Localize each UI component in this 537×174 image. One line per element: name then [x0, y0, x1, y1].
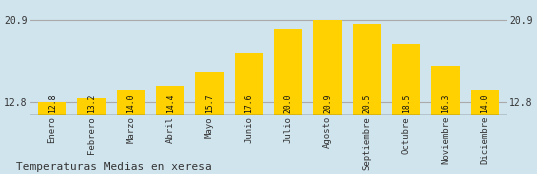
Bar [235, 102, 263, 115]
Bar [235, 53, 263, 115]
Bar [353, 102, 381, 115]
Bar [156, 102, 184, 115]
Bar [195, 73, 223, 115]
Bar [38, 102, 66, 115]
Text: 13.2: 13.2 [87, 94, 96, 113]
Bar [431, 102, 460, 115]
Bar [77, 102, 106, 115]
Text: 20.9: 20.9 [323, 94, 332, 113]
Text: 15.7: 15.7 [205, 94, 214, 113]
Bar [314, 20, 342, 115]
Bar [274, 102, 302, 115]
Bar [117, 102, 145, 115]
Bar [392, 102, 420, 115]
Text: Temperaturas Medias en xeresa: Temperaturas Medias en xeresa [16, 162, 212, 172]
Bar [195, 102, 223, 115]
Text: 16.3: 16.3 [441, 94, 450, 113]
Bar [314, 102, 342, 115]
Text: 17.6: 17.6 [244, 94, 253, 113]
Text: 14.4: 14.4 [165, 94, 175, 113]
Bar [38, 102, 66, 115]
Bar [77, 98, 106, 115]
Text: 18.5: 18.5 [402, 94, 411, 113]
Text: 12.8: 12.8 [48, 94, 56, 113]
Text: 20.0: 20.0 [284, 94, 293, 113]
Bar [471, 90, 499, 115]
Bar [392, 44, 420, 115]
Bar [431, 66, 460, 115]
Bar [353, 24, 381, 115]
Bar [471, 102, 499, 115]
Text: 14.0: 14.0 [126, 94, 135, 113]
Bar [156, 86, 184, 115]
Text: 14.0: 14.0 [481, 94, 489, 113]
Bar [274, 29, 302, 115]
Text: 20.5: 20.5 [362, 94, 372, 113]
Bar [117, 90, 145, 115]
